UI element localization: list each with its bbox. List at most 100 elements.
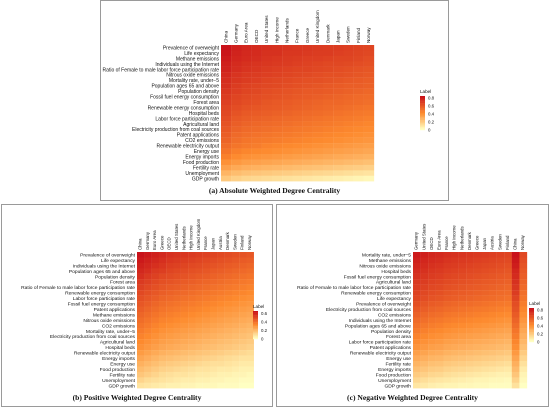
legend-swatch [253,323,258,326]
heatmap-cell [202,317,211,323]
row-label: Fertility rate [385,361,411,367]
heatmap-cell [420,339,429,345]
heatmap-cell [435,252,444,258]
heatmap-cell [241,94,252,100]
heatmap-cell [195,252,203,258]
heatmap-cell [166,322,174,329]
heatmap-cell [251,110,262,116]
heatmap-cell [504,306,512,313]
heatmap-cell [180,350,189,356]
heatmap-cell [144,322,152,329]
heatmap-cell [451,366,459,373]
heatmap-cell [261,115,273,122]
heatmap-cell [202,252,211,258]
heatmap-cell [333,77,344,84]
heatmap-cell [312,61,324,67]
heatmap-cell [353,148,364,155]
heatmap-cell [282,110,293,116]
heatmap-cell [435,371,444,378]
heatmap-cell [137,301,145,307]
heatmap-cell [473,371,482,378]
heatmap-cell [239,377,247,383]
column-label: Netherlands [181,226,186,250]
heatmap-cell [451,268,459,274]
heatmap-cell [292,94,303,100]
heatmap-cell [251,154,262,160]
heatmap-cell [511,328,520,334]
heatmap-cell [261,143,273,149]
heatmap-cell [221,110,232,116]
heatmap-cell [323,132,334,138]
heatmap-cell [166,252,174,258]
heatmap-cell [343,88,354,95]
heatmap-cell [210,290,218,296]
row-label: Energy use [194,149,220,155]
row-label: Electricity production from coal sources [132,127,219,133]
heatmap-cell [151,284,160,291]
heatmap-cell [428,382,436,389]
heatmap-cell [481,257,490,264]
heatmap-cell [473,268,482,274]
heatmap-cell [519,366,528,373]
heatmap-cell [473,311,482,318]
heatmap-cell [272,126,283,133]
heatmap-cell [166,284,174,291]
legend-swatch [253,327,258,329]
heatmap-cell [166,317,174,323]
heatmap-cell [363,148,375,155]
heatmap-cell [473,366,482,373]
heatmap-cell [144,339,152,345]
row-label: Food production [183,160,219,166]
heatmap-cell [137,339,145,345]
heatmap-cell [137,355,145,362]
heatmap-cell [158,350,167,356]
heatmap-cell [241,164,252,171]
heatmap-cell [188,273,196,280]
heatmap-cell [489,361,497,367]
heatmap-cell [292,137,303,144]
heatmap-cell [241,154,252,160]
heatmap-cell [353,137,364,144]
heatmap-cell [261,159,273,166]
heatmap-cell [239,284,247,291]
heatmap-cell [451,257,459,264]
heatmap-cell [451,252,459,258]
heatmap-cell [511,279,520,285]
heatmap-cell [420,377,429,383]
row-label: Fertility rate [109,372,135,378]
legend-swatch [253,335,258,337]
heatmap-cell [251,66,262,73]
heatmap-cell [473,295,482,302]
row-label: Agricultural land [376,280,411,286]
heatmap-cell [282,104,293,111]
heatmap-cell [363,99,375,106]
heatmap-cell [217,301,225,307]
heatmap-cell [151,262,160,269]
heatmap-cell [251,45,262,51]
heatmap-cell [466,344,474,351]
legend-swatch [420,105,425,108]
heatmap-cell [420,350,429,356]
heatmap-cell [231,99,242,106]
heatmap-cell [241,148,252,155]
heatmap-cell [282,137,293,144]
heatmap-cell [451,317,459,323]
heatmap-cell [246,339,254,345]
heatmap-cell [428,273,436,280]
heatmap-cell [272,83,283,89]
row-label: CO2 emissions [185,138,219,144]
column-label: United Kingdom [315,10,320,43]
heatmap-cell [519,268,528,274]
heatmap-cell [496,301,505,307]
heatmap-cell [333,154,344,160]
heatmap-cell [466,257,474,264]
heatmap-cell [511,355,520,362]
heatmap-cell [217,279,225,285]
heatmap-cell [251,72,262,78]
column-label: Sweden [497,234,502,250]
heatmap-cell [282,55,293,62]
column-label: France [203,236,208,250]
heatmap-cell [158,295,167,302]
heatmap-cell [151,257,160,264]
legend-swatch [253,318,258,320]
